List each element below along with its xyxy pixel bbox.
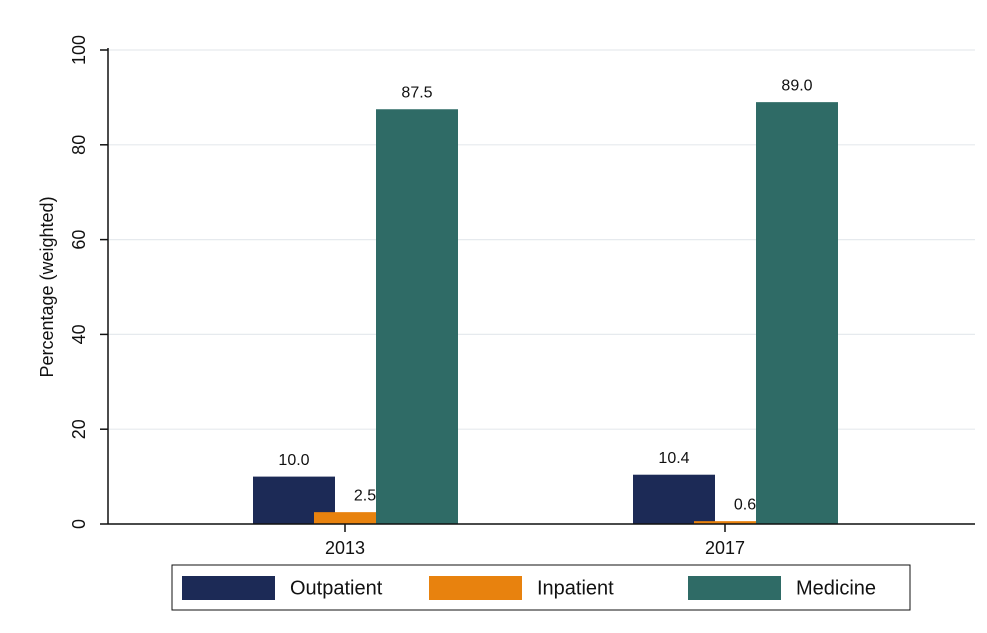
legend-swatch bbox=[429, 576, 522, 600]
legend-label: Outpatient bbox=[290, 577, 383, 599]
bar bbox=[694, 521, 776, 524]
y-tick-label: 40 bbox=[69, 324, 89, 344]
value-label: 2.5 bbox=[354, 487, 376, 504]
value-label: 10.0 bbox=[278, 452, 309, 469]
y-tick-label: 100 bbox=[69, 35, 89, 65]
legend-box bbox=[171, 564, 911, 611]
legend-label: Inpatient bbox=[537, 577, 614, 599]
legend-swatch bbox=[688, 576, 781, 600]
legend-swatch bbox=[182, 576, 275, 600]
legend-label: Medicine bbox=[796, 577, 876, 599]
y-tick-label: 0 bbox=[69, 519, 89, 529]
value-label: 0.6 bbox=[734, 496, 756, 513]
bar bbox=[633, 474, 715, 524]
x-tick-label: 2013 bbox=[325, 538, 365, 558]
bar bbox=[314, 512, 396, 524]
value-label: 10.4 bbox=[658, 450, 689, 467]
x-tick-label: 2017 bbox=[705, 538, 745, 558]
value-label: 87.5 bbox=[401, 84, 432, 101]
y-tick-label: 60 bbox=[69, 230, 89, 250]
y-tick-label: 80 bbox=[69, 135, 89, 155]
y-tick-label: 20 bbox=[69, 419, 89, 439]
value-label: 89.0 bbox=[781, 77, 812, 94]
y-axis-label: Percentage (weighted) bbox=[37, 196, 57, 377]
bar bbox=[376, 109, 458, 524]
bar bbox=[756, 102, 838, 524]
